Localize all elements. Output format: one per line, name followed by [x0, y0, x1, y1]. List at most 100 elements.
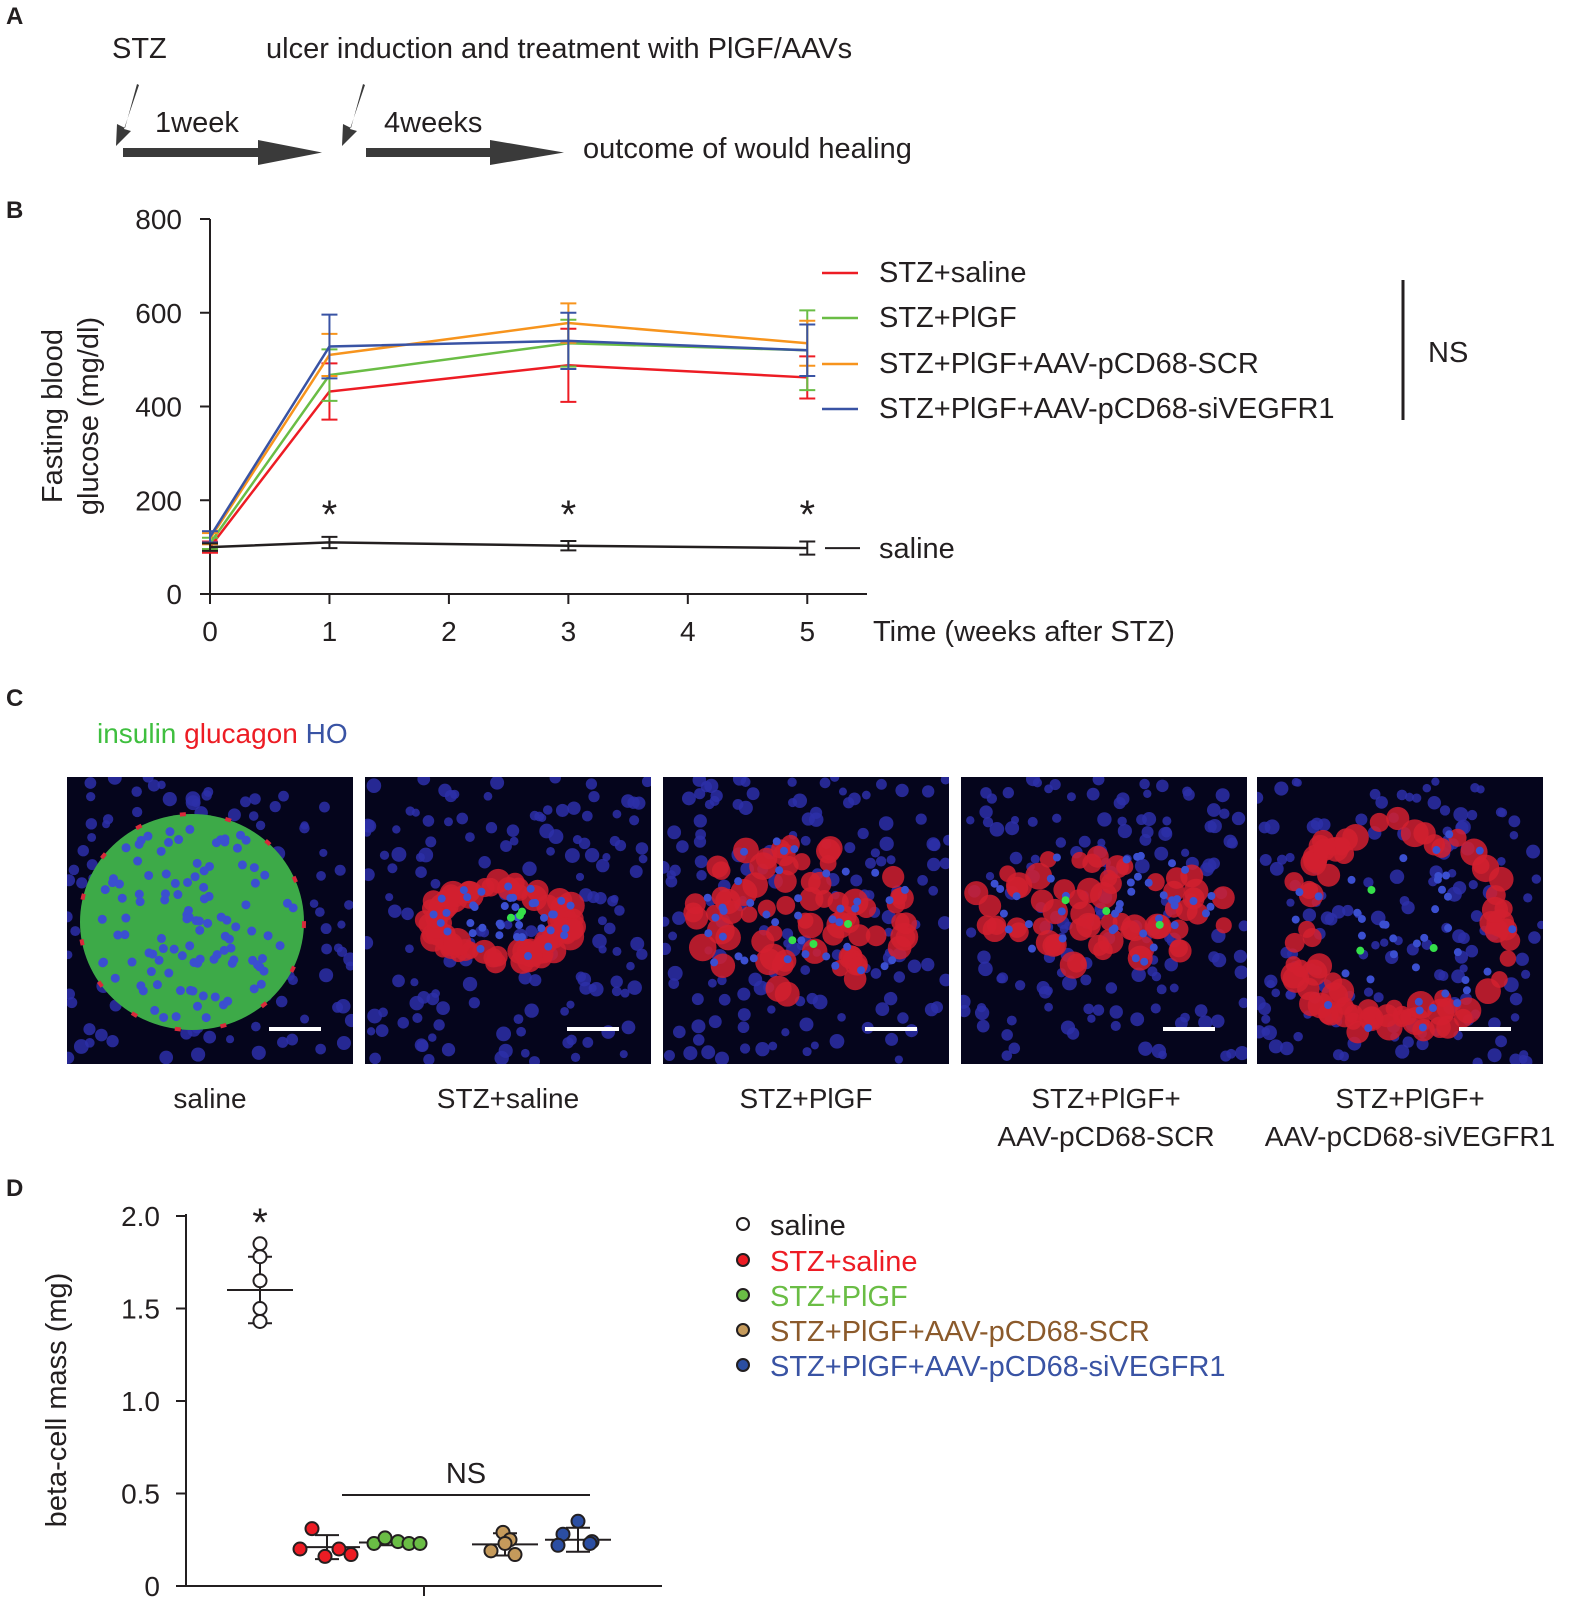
micrograph-nucleus [1364, 1024, 1373, 1033]
micrograph-nucleus [549, 910, 558, 919]
micrograph-nucleus [194, 916, 204, 926]
micrograph-nucleus [799, 1017, 814, 1032]
micrograph-nucleus [1052, 813, 1062, 823]
panel-b-letter: B [6, 197, 23, 224]
micrograph-nucleus [1363, 987, 1374, 997]
scale-bar [865, 1027, 917, 1031]
micrograph-nucleus [1332, 1049, 1344, 1061]
micrograph-nucleus [768, 1041, 778, 1051]
caption-stz-plgf: STZ+PlGF [739, 1083, 873, 1114]
micrograph-glucagon-cell [1059, 951, 1088, 979]
micrograph-glucagon-cell [1042, 898, 1068, 925]
micrograph-glucagon-cell [818, 836, 843, 861]
data-point [497, 1535, 513, 1551]
micrograph-nucleus [546, 846, 555, 856]
micrograph-nucleus [210, 992, 220, 1002]
micrograph-nucleus [127, 957, 137, 967]
micrograph-nucleus [828, 915, 837, 924]
micrograph-nucleus [1420, 933, 1429, 942]
micrograph-nucleus [159, 1012, 169, 1022]
micrograph-nucleus [594, 891, 607, 905]
micrograph-nucleus [191, 1047, 206, 1062]
micrograph-nucleus [537, 924, 546, 933]
micrograph-nucleus [108, 878, 118, 888]
micrograph-nucleus [441, 1043, 456, 1057]
micrograph-nucleus [219, 945, 229, 955]
legend-marker [736, 1288, 750, 1302]
micrograph-nucleus [175, 986, 185, 996]
micrograph-glucagon-cell [740, 906, 758, 923]
micrograph-nucleus [1058, 934, 1067, 943]
micrograph-nucleus [1443, 892, 1452, 901]
micrograph-nucleus [831, 961, 840, 970]
micrograph-nucleus [843, 942, 852, 951]
micrograph-nucleus [190, 872, 200, 882]
micrograph-nucleus [560, 931, 569, 940]
micrograph-nucleus [1465, 944, 1479, 958]
x-tick-label: 4 [680, 616, 696, 647]
micrograph-glucagon-cell [1386, 806, 1410, 831]
micrograph-insulin-spot [1155, 920, 1164, 929]
micrograph-nucleus [1097, 812, 1112, 827]
micrograph-nucleus [841, 867, 850, 876]
micrograph-nucleus [195, 954, 205, 964]
micrograph-nucleus [767, 1005, 776, 1014]
micrograph-nucleus [1105, 982, 1118, 994]
micrograph-nucleus [183, 877, 193, 887]
y-axis-label-line: glucose (mg/dl) [73, 317, 105, 515]
stz-pointer-arrow [116, 84, 139, 146]
micrograph-nucleus [921, 957, 935, 972]
micrograph-nucleus [974, 1005, 990, 1021]
micrograph-nucleus [392, 974, 405, 988]
data-point [252, 1301, 268, 1316]
micrograph-nucleus [1495, 1035, 1507, 1048]
micrograph-nucleus [522, 861, 537, 876]
micrograph-nucleus [263, 931, 273, 941]
micrograph-nucleus [779, 846, 788, 855]
micrograph-glucagon-cell [1455, 997, 1482, 1024]
micrograph-glucagon-cell [1313, 838, 1336, 861]
micrograph-nucleus [1487, 1048, 1502, 1063]
micrograph-nucleus [718, 903, 727, 912]
micrograph-nucleus [225, 1035, 235, 1044]
data-point [331, 1541, 347, 1557]
scale-bar [1459, 1027, 1511, 1031]
micrograph-nucleus [691, 993, 704, 1006]
micrograph-nucleus [1149, 943, 1158, 952]
micrograph-insulin-spot [1102, 907, 1111, 916]
micrograph-nucleus [415, 866, 427, 878]
micrograph-nucleus [337, 920, 346, 929]
micrograph-nucleus [1092, 777, 1105, 786]
micrograph-nucleus [635, 842, 649, 855]
micrograph-nucleus [629, 815, 640, 826]
micrograph-nucleus [710, 958, 719, 967]
micrograph-nucleus [746, 787, 760, 801]
micrograph-nucleus [401, 907, 414, 921]
micrograph-nucleus [1257, 996, 1266, 1011]
micrograph-nucleus [737, 987, 751, 1001]
micrograph-nucleus [164, 837, 174, 847]
micrograph-nucleus [1139, 929, 1148, 938]
x-axis-label: Time (weeks after STZ) [873, 616, 1175, 648]
micrograph-nucleus [1441, 989, 1450, 998]
y-tick-label: 600 [135, 298, 182, 329]
micrograph-nucleus [961, 994, 971, 1009]
micrograph-nucleus [232, 843, 242, 853]
micrograph-nucleus [838, 787, 847, 796]
micrograph-nucleus [800, 965, 811, 975]
micrograph-nucleus [1066, 792, 1076, 802]
micrograph-nucleus [1433, 875, 1442, 884]
micrograph-glucagon-cell [1328, 978, 1355, 1004]
micrograph-nucleus [1156, 984, 1167, 995]
micrograph-nucleus [1418, 1023, 1427, 1032]
micrograph-nucleus [1373, 992, 1384, 1003]
micrograph-nucleus [575, 872, 585, 881]
caption-stz-plgf-sivegfr1: STZ+PlGF+ AAV-pCD68-siVEGFR1 [1264, 1083, 1556, 1152]
micrograph-nucleus [392, 825, 401, 834]
micrograph-nucleus [1108, 926, 1117, 935]
micrograph-nucleus [915, 813, 927, 825]
micrograph-nucleus [443, 927, 452, 936]
micrograph-nucleus [581, 810, 593, 822]
micrograph-nucleus [1375, 796, 1388, 809]
micrograph-glucagon-cell [976, 915, 997, 936]
